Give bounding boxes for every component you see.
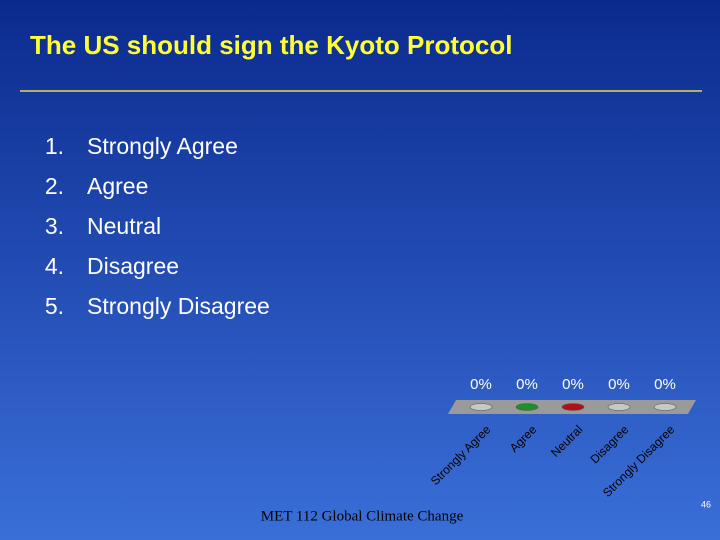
bar-top	[653, 403, 677, 411]
value-label: 0%	[608, 376, 630, 393]
value-label: 0%	[562, 376, 584, 393]
bar-top	[515, 403, 539, 411]
value-label: 0%	[470, 376, 492, 393]
item-number: 5.	[45, 293, 64, 319]
footer: MET 112 Global Climate Change	[261, 508, 464, 524]
item-number: 3.	[45, 213, 64, 239]
page-number: 46	[701, 499, 711, 509]
item-number: 1.	[45, 133, 64, 159]
bar-top	[469, 403, 493, 411]
item-text: Disagree	[87, 253, 179, 279]
item-text: Strongly Disagree	[87, 293, 270, 319]
item-number: 4.	[45, 253, 64, 279]
value-label: 0%	[516, 376, 538, 393]
slide-title: The US should sign the Kyoto Protocol	[30, 30, 512, 60]
bar-top	[607, 403, 631, 411]
item-text: Strongly Agree	[87, 133, 238, 159]
bar-top	[561, 403, 585, 411]
item-number: 2.	[45, 173, 64, 199]
item-text: Neutral	[87, 213, 161, 239]
value-label: 0%	[654, 376, 676, 393]
item-text: Agree	[87, 173, 148, 199]
